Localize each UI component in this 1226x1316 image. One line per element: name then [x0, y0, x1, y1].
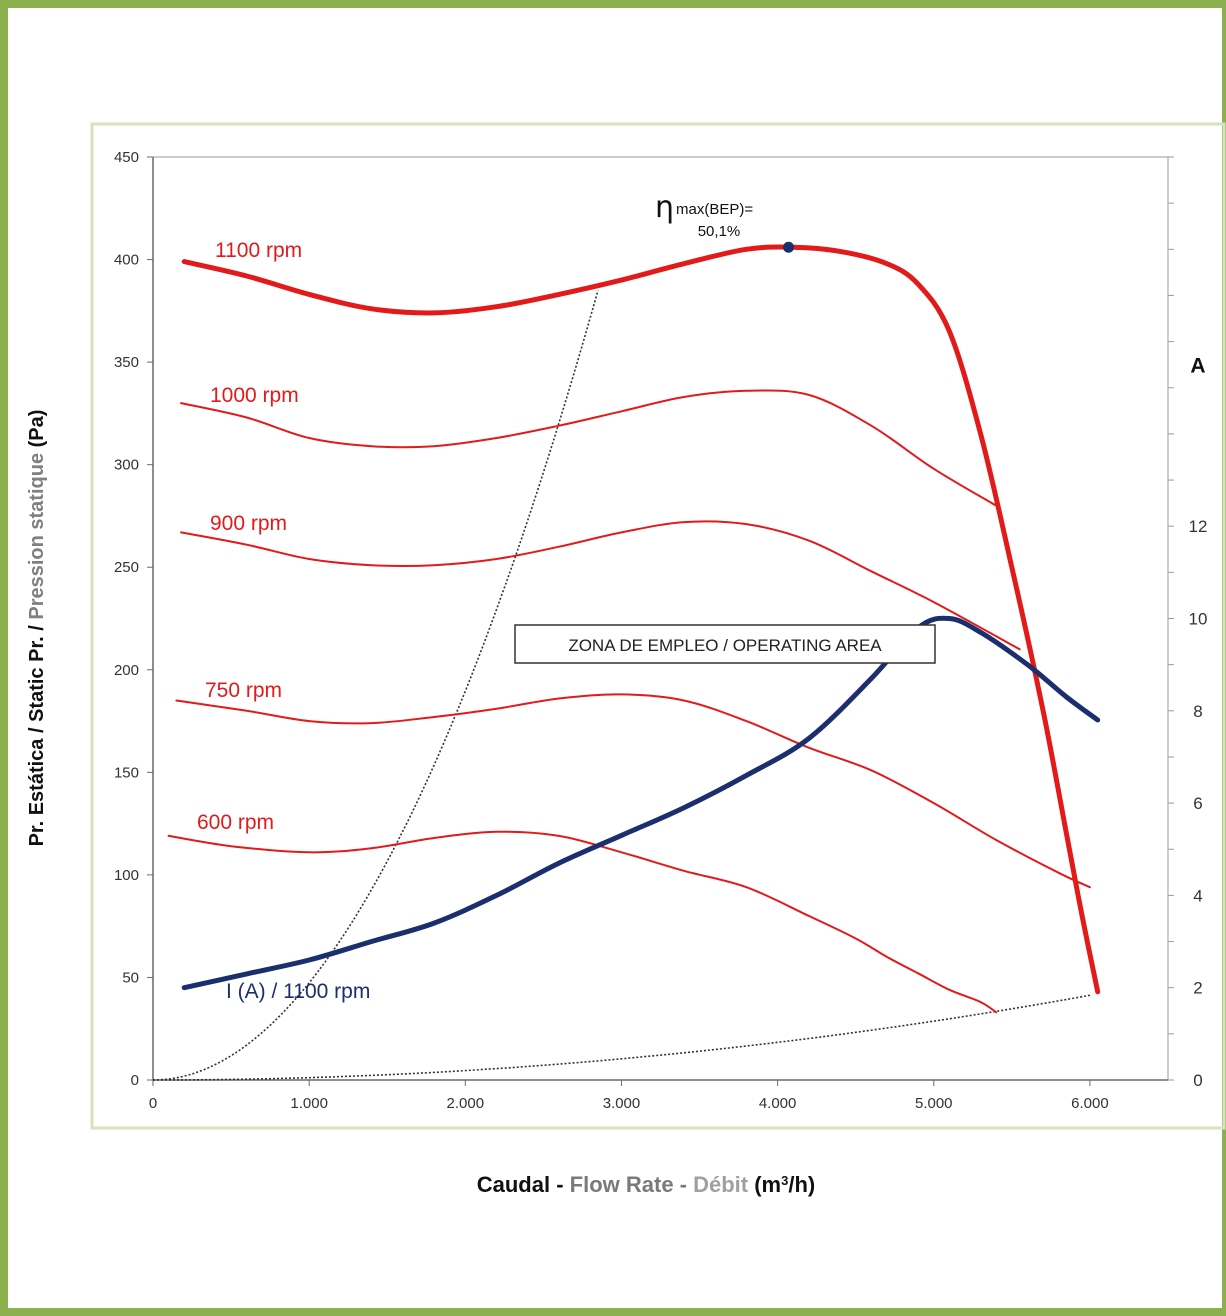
x-tick-label: 2.000: [447, 1095, 485, 1112]
y2-tick-label: 12: [1189, 517, 1208, 536]
series-label: 600 rpm: [197, 811, 274, 834]
series-label: I (A) / 1100 rpm: [226, 980, 370, 1003]
bep-value: 50,1%: [698, 223, 741, 240]
x-tick-label: 0: [149, 1095, 157, 1112]
operating-area-label: ZONA DE EMPLEO / OPERATING AREA: [568, 636, 882, 655]
y-tick-label: 400: [114, 252, 139, 269]
y-axis-title: Pr. Estática / Static Pr. / Pression sta…: [26, 410, 48, 847]
bep-point: [783, 241, 795, 253]
x-axis-title: Caudal - Flow Rate - Débit (m3/h): [477, 1172, 815, 1197]
y2-tick-label: 8: [1193, 702, 1202, 721]
y-tick-label: 450: [114, 149, 139, 166]
x-tick-label: 5.000: [915, 1095, 953, 1112]
series-line-750-rpm: [175, 693, 1091, 889]
y-tick-label: 350: [114, 354, 139, 371]
system-curve-steep: [152, 290, 599, 1081]
series-line-1000-rpm: [180, 389, 998, 507]
series-line-current: [181, 615, 1101, 991]
x-tick-label: 3.000: [603, 1095, 641, 1112]
y-tick-label: 150: [114, 764, 139, 781]
series-line-1100-rpm: [181, 244, 1101, 995]
y-tick-label: 50: [122, 969, 139, 986]
y2-tick-label: 6: [1193, 794, 1202, 813]
y2-tick-label: 0: [1193, 1071, 1202, 1090]
series-line-900-rpm: [180, 520, 1021, 651]
y-tick-label: 300: [114, 457, 139, 474]
y-tick-label: 200: [114, 662, 139, 679]
x-tick-label: 4.000: [759, 1095, 797, 1112]
series-label: 1100 rpm: [215, 239, 302, 262]
x-tick-label: 6.000: [1071, 1095, 1109, 1112]
system-curve-flat: [152, 994, 1091, 1081]
series-label: 1000 rpm: [210, 384, 299, 407]
operating-area-box: [514, 624, 936, 664]
y-tick-label: 100: [114, 867, 139, 884]
y2-tick-label: 2: [1193, 979, 1202, 998]
y2-tick-label: 10: [1189, 610, 1208, 629]
series-line-600-rpm: [167, 830, 998, 1014]
y2-unit-label: A: [1190, 355, 1205, 378]
series-label: 900 rpm: [210, 512, 287, 535]
bep-subscript: max(BEP)=: [676, 201, 753, 218]
y-tick-label: 0: [131, 1072, 139, 1089]
series-label: 750 rpm: [205, 679, 282, 702]
y-tick-label: 250: [114, 559, 139, 576]
chart-panel-border: [90, 122, 1226, 1130]
y2-tick-label: 4: [1193, 886, 1202, 905]
x-tick-label: 1.000: [290, 1095, 328, 1112]
bep-eta-symbol: η: [655, 190, 674, 225]
